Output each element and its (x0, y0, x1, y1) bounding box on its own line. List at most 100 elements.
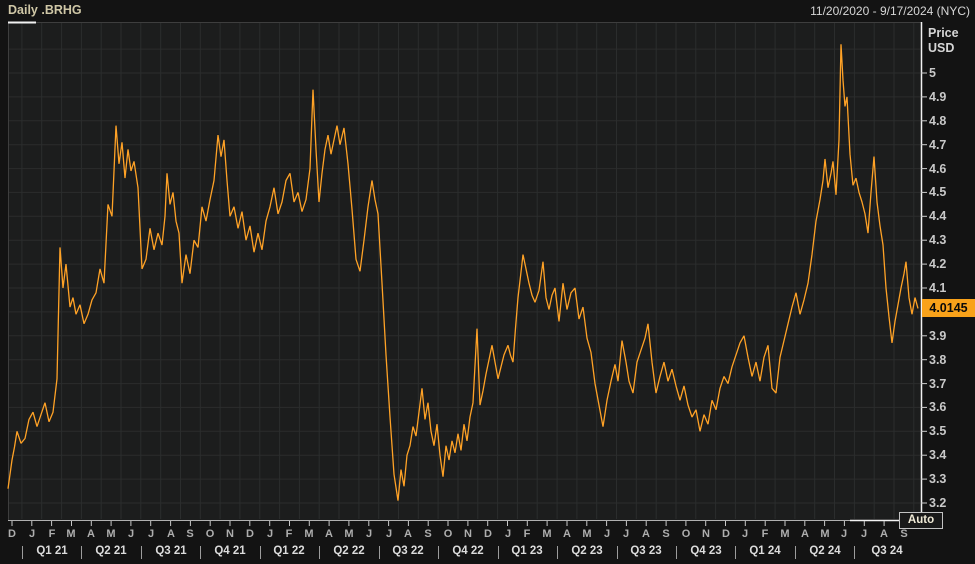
quarter-separator (854, 546, 855, 559)
month-label: S (900, 528, 908, 540)
month-label: D (246, 528, 254, 540)
quarter-label: Q1 23 (511, 545, 543, 557)
month-label: M (582, 528, 592, 540)
quarter-separator (438, 546, 439, 559)
y-tick-label: 3.5 (929, 424, 947, 438)
y-tick-label: 4.2 (929, 257, 947, 271)
y-tick-label: 4.9 (929, 90, 947, 104)
month-label: S (424, 528, 432, 540)
quarter-label: Q2 22 (333, 545, 365, 557)
month-label: A (87, 528, 95, 540)
y-tick-label: 4.3 (929, 233, 947, 247)
month-label: A (801, 528, 809, 540)
y-tick-label: 4.1 (929, 281, 947, 295)
y-axis-title: Price USD (928, 26, 959, 56)
last-price-flag: 4.0145 (922, 299, 975, 317)
month-label: J (622, 528, 630, 540)
y-tick-label: 3.8 (929, 353, 947, 367)
month-label: A (404, 528, 412, 540)
month-label: N (226, 528, 234, 540)
y-tick-label: 5 (929, 66, 936, 80)
month-label: A (642, 528, 650, 540)
month-label: M (780, 528, 790, 540)
quarter-label: Q4 22 (452, 545, 484, 557)
y-tick-label: 3.9 (929, 329, 947, 343)
month-label: M (304, 528, 314, 540)
quarter-label: Q4 21 (214, 545, 246, 557)
quarter-separator (260, 546, 261, 559)
quarter-separator (141, 546, 142, 559)
month-label: J (504, 528, 512, 540)
month-label: J (860, 528, 868, 540)
quarter-label: Q2 21 (95, 545, 127, 557)
month-label: D (8, 528, 16, 540)
quarter-separator (319, 546, 320, 559)
quarter-separator (81, 546, 82, 559)
quarter-label: Q2 23 (571, 545, 603, 557)
month-label: J (741, 528, 749, 540)
month-label: N (702, 528, 710, 540)
quarter-separator (617, 546, 618, 559)
month-label: N (464, 528, 472, 540)
quarter-separator (676, 546, 677, 559)
quarter-separator (557, 546, 558, 559)
month-label: A (167, 528, 175, 540)
quarter-label: Q3 23 (630, 545, 662, 557)
quarter-separator (379, 546, 380, 559)
month-label: A (325, 528, 333, 540)
month-label: J (603, 528, 611, 540)
month-label: D (484, 528, 492, 540)
y-tick-label: 4.5 (929, 185, 947, 199)
month-label: J (840, 528, 848, 540)
y-tick-label: 4.6 (929, 162, 947, 176)
month-label: M (542, 528, 552, 540)
month-label: S (662, 528, 670, 540)
month-label: J (147, 528, 155, 540)
month-label: J (385, 528, 393, 540)
quarter-label: Q1 24 (749, 545, 781, 557)
plot-background (8, 22, 921, 520)
quarter-label: Q3 22 (392, 545, 424, 557)
month-label: M (820, 528, 830, 540)
month-label: D (722, 528, 730, 540)
chart-title: Daily .BRHG (8, 3, 82, 17)
quarter-separator (795, 546, 796, 559)
quarter-separator (22, 546, 23, 559)
month-label: J (266, 528, 274, 540)
y-tick-label: 3.2 (929, 496, 947, 510)
month-label: M (344, 528, 354, 540)
month-label: A (880, 528, 888, 540)
quarter-label: Q4 23 (690, 545, 722, 557)
quarter-label: Q1 22 (273, 545, 305, 557)
y-tick-label: 4.8 (929, 114, 947, 128)
month-label: F (48, 528, 56, 540)
month-label: M (66, 528, 76, 540)
quarter-separator (735, 546, 736, 559)
quarter-label: Q2 24 (809, 545, 841, 557)
month-label: S (186, 528, 194, 540)
month-label: J (365, 528, 373, 540)
y-tick-label: 3.7 (929, 377, 947, 391)
y-tick-label: 3.3 (929, 472, 947, 486)
month-label: J (127, 528, 135, 540)
month-label: A (563, 528, 571, 540)
month-label: O (443, 528, 453, 540)
quarter-separator (498, 546, 499, 559)
month-label: M (106, 528, 116, 540)
quarter-label: Q3 21 (155, 545, 187, 557)
y-axis-title-usd: USD (928, 41, 955, 55)
y-tick-label: 3.6 (929, 400, 947, 414)
month-label: F (761, 528, 769, 540)
month-label: F (523, 528, 531, 540)
auto-scale-button[interactable]: Auto (899, 512, 943, 529)
y-tick-label: 4.4 (929, 209, 947, 223)
month-label: F (285, 528, 293, 540)
month-label: O (681, 528, 691, 540)
quarter-label: Q1 21 (36, 545, 68, 557)
y-tick-label: 4.7 (929, 138, 947, 152)
month-label: J (28, 528, 36, 540)
y-tick-label: 3.4 (929, 448, 947, 462)
y-axis-title-price: Price (928, 26, 959, 40)
